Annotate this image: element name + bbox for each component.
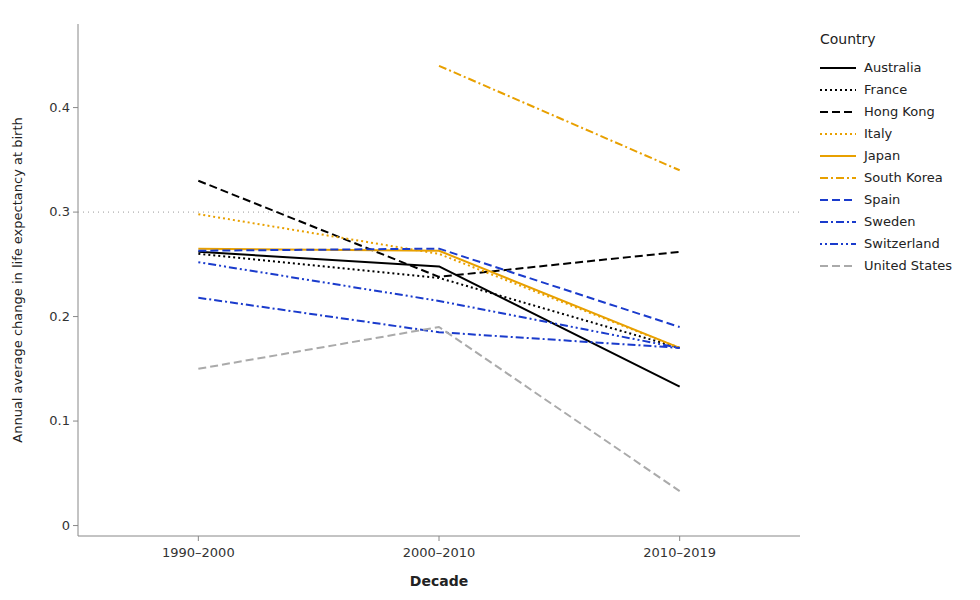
y-tick-label: 0.2 bbox=[49, 309, 70, 324]
legend-swatch bbox=[820, 243, 856, 245]
y-tick-label: 0 bbox=[62, 518, 70, 533]
legend-label: Spain bbox=[864, 192, 900, 207]
series-line bbox=[198, 298, 679, 348]
y-tick-label: 0.1 bbox=[49, 413, 70, 428]
legend-label: Australia bbox=[864, 60, 922, 75]
legend-label: South Korea bbox=[864, 170, 943, 185]
x-tick bbox=[679, 536, 680, 541]
plot-area bbox=[78, 66, 800, 491]
legend-swatch bbox=[820, 265, 856, 267]
legend-swatch bbox=[820, 199, 856, 201]
reference-line bbox=[78, 212, 800, 213]
x-tick bbox=[439, 536, 440, 541]
x-tick-label: 2000–2010 bbox=[403, 545, 476, 560]
legend-title: Country bbox=[820, 31, 876, 47]
legend-label: Italy bbox=[864, 126, 893, 141]
legend-label: France bbox=[864, 82, 907, 97]
series-line bbox=[198, 249, 679, 348]
x-tick-label: 1990–2000 bbox=[162, 545, 235, 560]
legend-swatch bbox=[820, 133, 856, 135]
legend-label: Switzerland bbox=[864, 236, 940, 251]
y-tick-label: 0.4 bbox=[49, 100, 70, 115]
y-tick bbox=[73, 107, 78, 108]
x-tick bbox=[198, 536, 199, 541]
series-line bbox=[198, 249, 679, 327]
y-tick bbox=[73, 316, 78, 317]
series-line bbox=[198, 181, 679, 277]
y-axis-label: Annual average change in life expectancy… bbox=[10, 117, 25, 442]
y-tick bbox=[73, 525, 78, 526]
legend-swatch bbox=[820, 221, 856, 223]
legend-swatch bbox=[820, 177, 856, 179]
x-tick-label: 2010–2019 bbox=[643, 545, 716, 560]
legend-label: United States bbox=[864, 258, 952, 273]
legend: Country Australia France Hong Kong Italy Japa… bbox=[820, 31, 952, 273]
legend-label: Japan bbox=[863, 148, 900, 163]
series-line bbox=[198, 254, 679, 348]
y-tick-label: 0.3 bbox=[49, 204, 70, 219]
series-line bbox=[198, 327, 679, 491]
series-line bbox=[198, 262, 679, 348]
y-tick bbox=[73, 421, 78, 422]
legend-label: Sweden bbox=[864, 214, 915, 229]
y-tick bbox=[73, 212, 78, 213]
legend-swatch bbox=[820, 155, 856, 157]
legend-label: Hong Kong bbox=[864, 104, 935, 119]
legend-swatch bbox=[820, 111, 856, 113]
x-axis-label: Decade bbox=[410, 573, 468, 589]
series-line bbox=[439, 66, 680, 170]
chart: 0 0.1 0.2 0.3 0.4 1990–2000 2000–2010 2010–2019… bbox=[0, 0, 980, 600]
y-axis-line bbox=[78, 24, 79, 536]
legend-swatch bbox=[820, 89, 856, 91]
legend-swatch bbox=[820, 67, 856, 69]
